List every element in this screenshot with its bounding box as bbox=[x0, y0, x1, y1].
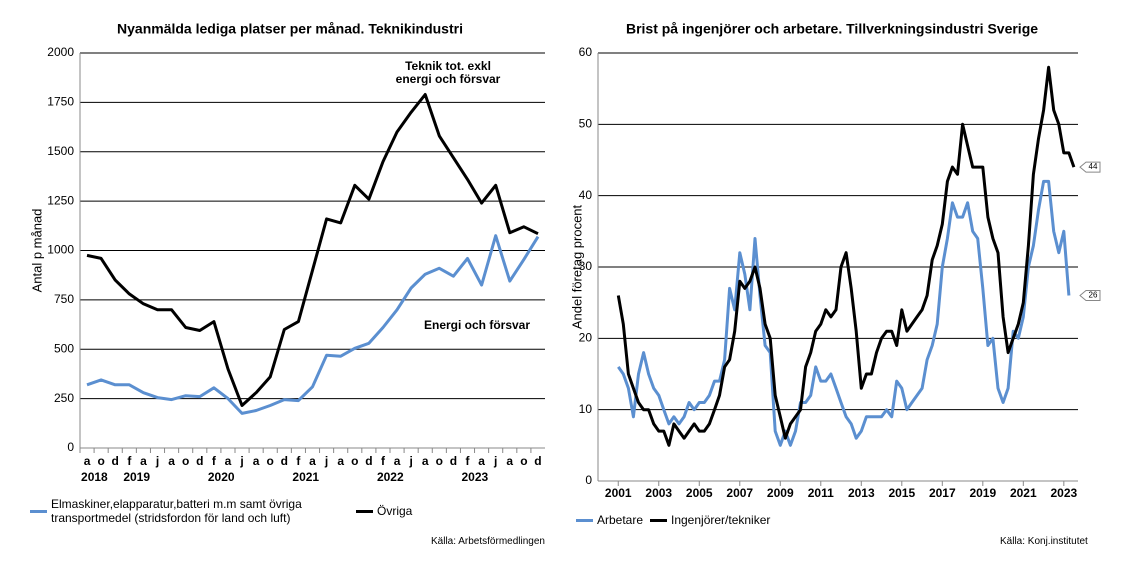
y-tick-label: 750 bbox=[54, 292, 74, 306]
x-group-label: 2021 bbox=[292, 470, 319, 484]
x-tick-label: 2021 bbox=[1010, 486, 1037, 500]
x-tick-label: a bbox=[394, 454, 401, 468]
end-label-box bbox=[1079, 161, 1101, 173]
x-tick-label: f bbox=[212, 454, 217, 468]
legend-item: Elmaskiner,elapparatur,batteri m.m samt … bbox=[30, 497, 355, 525]
x-group-label: 2022 bbox=[377, 470, 404, 484]
source: Källa: Arbetsförmedlingen bbox=[431, 536, 545, 547]
x-tick-label: d bbox=[196, 454, 203, 468]
source: Källa: Konj.institutet bbox=[1000, 536, 1088, 547]
legend-label: Övriga bbox=[377, 504, 413, 518]
x-tick-label: 2009 bbox=[767, 486, 794, 500]
legend-item: Övriga bbox=[356, 504, 412, 518]
line-series bbox=[86, 93, 539, 407]
legend-label: Elmaskiner,elapparatur,batteri m.m samt … bbox=[51, 497, 302, 525]
line-series bbox=[616, 65, 1076, 447]
x-tick-label: a bbox=[168, 454, 175, 468]
x-tick-label: 2011 bbox=[808, 486, 834, 500]
y-tick-label: 20 bbox=[579, 331, 593, 345]
y-tick-label: 2000 bbox=[47, 45, 74, 59]
x-tick-label: 2003 bbox=[645, 486, 672, 500]
legend-swatch bbox=[576, 518, 593, 522]
x-tick-label: j bbox=[239, 454, 243, 468]
x-tick-label: o bbox=[436, 454, 443, 468]
x-tick-label: f bbox=[296, 454, 301, 468]
x-tick-label: f bbox=[127, 454, 132, 468]
x-tick-label: j bbox=[493, 454, 497, 468]
legend-label: Arbetare bbox=[597, 513, 644, 527]
y-tick-label: 1250 bbox=[47, 193, 74, 207]
x-tick-label: o bbox=[182, 454, 189, 468]
y-tick-label: 1500 bbox=[47, 144, 74, 158]
x-tick-label: a bbox=[309, 454, 316, 468]
annotation: Energi och försvar bbox=[424, 318, 530, 332]
x-tick-label: d bbox=[534, 454, 541, 468]
x-tick-label: 2017 bbox=[929, 486, 956, 500]
x-tick-label: d bbox=[450, 454, 457, 468]
x-tick-label: 2019 bbox=[969, 486, 996, 500]
annotation: Teknik tot. exkl bbox=[405, 59, 491, 73]
legend-swatch bbox=[30, 509, 47, 513]
y-tick-label: 50 bbox=[579, 117, 593, 131]
x-tick-label: 2013 bbox=[848, 486, 875, 500]
x-tick-label: o bbox=[267, 454, 274, 468]
x-tick-label: a bbox=[337, 454, 344, 468]
line-series bbox=[617, 179, 1071, 447]
x-group-label: 2018 bbox=[81, 470, 108, 484]
y-tick-label: 0 bbox=[585, 473, 592, 487]
x-tick-label: o bbox=[520, 454, 527, 468]
chart-title: Nyanmälda lediga platser per månad. Tekn… bbox=[117, 21, 463, 37]
x-tick-label: a bbox=[84, 454, 91, 468]
y-axis-label: Andel företag procent bbox=[569, 204, 584, 329]
legend-swatch bbox=[650, 518, 667, 522]
legend-item: Arbetare bbox=[576, 513, 643, 527]
legend-label: Ingenjörer/tekniker bbox=[671, 513, 771, 527]
x-tick-label: a bbox=[253, 454, 260, 468]
y-tick-label: 40 bbox=[579, 188, 593, 202]
end-label-box bbox=[1079, 290, 1101, 302]
end-label: 44 bbox=[1089, 162, 1098, 171]
x-tick-label: 2023 bbox=[1050, 486, 1077, 500]
y-tick-label: 10 bbox=[579, 402, 593, 416]
y-tick-label: 30 bbox=[579, 259, 593, 273]
legend-item: Ingenjörer/tekniker bbox=[650, 513, 770, 527]
x-tick-label: 2007 bbox=[726, 486, 753, 500]
x-tick-label: a bbox=[478, 454, 485, 468]
x-tick-label: a bbox=[140, 454, 147, 468]
y-tick-label: 60 bbox=[579, 45, 593, 59]
x-tick-label: o bbox=[351, 454, 358, 468]
x-tick-label: j bbox=[324, 454, 328, 468]
x-tick-label: d bbox=[112, 454, 119, 468]
x-tick-label: d bbox=[365, 454, 372, 468]
legend-swatch bbox=[356, 509, 373, 513]
x-tick-label: 2005 bbox=[686, 486, 713, 500]
x-group-label: 2020 bbox=[208, 470, 235, 484]
end-label: 26 bbox=[1089, 291, 1098, 300]
x-tick-label: j bbox=[155, 454, 159, 468]
x-tick-label: a bbox=[506, 454, 513, 468]
x-tick-label: a bbox=[225, 454, 232, 468]
chart-title: Brist på ingenjörer och arbetare. Tillve… bbox=[626, 21, 1038, 37]
y-tick-label: 250 bbox=[54, 391, 74, 405]
y-tick-label: 1000 bbox=[47, 243, 74, 257]
annotation: energi och försvar bbox=[396, 72, 501, 86]
x-group-label: 2023 bbox=[462, 470, 489, 484]
y-axis-label: Antal p månad bbox=[29, 209, 44, 293]
x-tick-label: f bbox=[466, 454, 471, 468]
y-tick-label: 0 bbox=[67, 440, 74, 454]
x-tick-label: j bbox=[408, 454, 412, 468]
line-series bbox=[86, 234, 540, 415]
x-group-label: 2019 bbox=[123, 470, 150, 484]
x-tick-label: d bbox=[281, 454, 288, 468]
x-tick-label: a bbox=[422, 454, 429, 468]
x-tick-label: 2015 bbox=[888, 486, 915, 500]
x-tick-label: f bbox=[381, 454, 386, 468]
x-tick-label: o bbox=[97, 454, 104, 468]
y-tick-label: 1750 bbox=[47, 95, 74, 109]
y-tick-label: 500 bbox=[54, 341, 74, 355]
x-tick-label: 2001 bbox=[605, 486, 632, 500]
